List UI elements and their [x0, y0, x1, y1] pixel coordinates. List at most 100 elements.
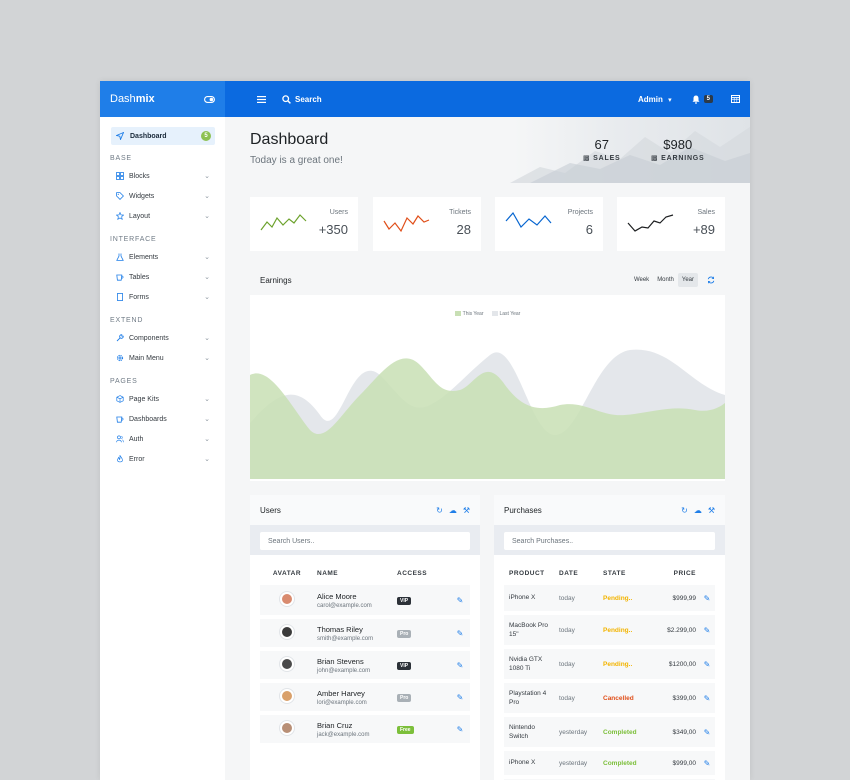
table-row[interactable]: Alice Moore carol@example.com VIP ✎	[260, 585, 470, 619]
sidebar-item-components[interactable]: Components ⌄	[100, 328, 225, 348]
tab-month[interactable]: Month	[657, 277, 674, 283]
calendar-icon[interactable]	[731, 95, 740, 103]
tag-icon	[115, 192, 124, 201]
sidebar-item-blocks[interactable]: Blocks ⌄	[100, 166, 225, 186]
sidebar-item-widgets[interactable]: Widgets ⌄	[100, 186, 225, 206]
sidebar-item-main-menu[interactable]: Main Menu ⌄	[100, 348, 225, 368]
column-header: STATE	[603, 569, 626, 577]
user-name[interactable]: Amber Harvey	[317, 688, 365, 698]
earnings-chart: This Year Last Year	[250, 295, 725, 479]
user-name[interactable]: Alice Moore	[317, 591, 357, 601]
purchases-block: Purchases ↻ ☁ ⚒ Search Purchases.. PRODU…	[494, 495, 725, 780]
edit-icon[interactable]: ✎	[456, 595, 464, 605]
search-label: Search	[295, 94, 322, 104]
edit-icon[interactable]: ✎	[703, 693, 711, 703]
column-header: AVATAR	[272, 569, 302, 577]
table-row[interactable]: Thomas Riley smith@example.com Pro ✎	[260, 617, 470, 651]
edit-icon[interactable]: ✎	[703, 727, 711, 737]
flask-icon	[115, 253, 124, 262]
top-bar: Search Admin ▾ 5	[225, 81, 750, 117]
tickets-stat-card[interactable]: Tickets 28	[373, 197, 481, 251]
purchase-price: $1200,00	[648, 647, 699, 683]
user-menu[interactable]: Admin ▾	[638, 95, 672, 104]
sidebar-item-page-kits[interactable]: Page Kits ⌄	[100, 389, 225, 409]
sidebar-item-dashboard[interactable]: Dashboard 5	[111, 127, 215, 145]
users-sparkline	[260, 214, 307, 231]
chevron-down-icon: ⌄	[204, 436, 210, 443]
stat-sales: 67 ▩ SALES	[583, 137, 621, 162]
edit-icon[interactable]: ✎	[703, 659, 711, 669]
legend-this-year[interactable]: This Year	[454, 311, 484, 317]
user-name[interactable]: Brian Stevens	[317, 656, 364, 666]
sales-stat-card[interactable]: Sales +89	[617, 197, 725, 251]
table-row[interactable]: Amber Harvey lori@example.com Pro ✎	[260, 681, 470, 715]
refresh-icon[interactable]	[707, 276, 715, 284]
cloud-download-icon[interactable]: ☁	[448, 505, 457, 515]
table-row[interactable]: iPhone X✎	[504, 777, 715, 780]
table-row[interactable]: Brian Stevens john@example.com VIP ✎	[260, 649, 470, 683]
user-name[interactable]: Brian Cruz	[317, 720, 353, 730]
navigation-icon	[116, 132, 124, 140]
menu-icon[interactable]	[257, 95, 266, 103]
brand-bar: Dashmix	[100, 81, 225, 117]
search-placeholder: Search Purchases..	[512, 537, 574, 545]
chevron-down-icon: ▾	[668, 96, 672, 104]
sidebar-item-tables[interactable]: Tables ⌄	[100, 267, 225, 287]
projects-stat-card[interactable]: Projects 6	[495, 197, 603, 251]
sidebar: Dashmix Dashboard 5 BASE Blocks ⌄ Widgets ⌄ L…	[100, 81, 225, 780]
chevron-down-icon: ⌄	[204, 173, 210, 180]
box-icon	[115, 395, 124, 404]
edit-icon[interactable]: ✎	[703, 593, 711, 603]
block-title: Purchases	[504, 505, 542, 515]
legend-last-year[interactable]: Last Year	[491, 311, 520, 317]
toggle-icon[interactable]	[204, 95, 215, 103]
edit-icon[interactable]: ✎	[456, 660, 464, 670]
sidebar-item-elements[interactable]: Elements ⌄	[100, 247, 225, 267]
table-row[interactable]: Nintendo Switch yesterday Completed $349,00…	[504, 715, 715, 751]
purchase-date: yesterday	[556, 715, 600, 751]
users-stat-card[interactable]: Users +350	[250, 197, 358, 251]
grid-icon	[115, 172, 124, 181]
purchase-price: $349,00	[648, 715, 699, 751]
table-row[interactable]: Nvidia GTX 1080 Ti today Pending.. $1200,00…	[504, 647, 715, 683]
sidebar-item-forms[interactable]: Forms ⌄	[100, 287, 225, 307]
refresh-icon[interactable]: ↻	[436, 505, 443, 515]
edit-icon[interactable]: ✎	[456, 692, 464, 702]
wrench-icon[interactable]: ⚒	[462, 505, 470, 515]
brand-logo[interactable]: Dashmix	[110, 93, 155, 105]
cloud-download-icon[interactable]: ☁	[693, 505, 702, 515]
column-header: DATE	[559, 569, 579, 577]
tab-year[interactable]: Year	[677, 273, 698, 287]
notifications-button[interactable]: 5	[692, 95, 713, 104]
sidebar-item-error[interactable]: Error ⌄	[100, 449, 225, 469]
page-subtitle: Today is a great one!	[250, 155, 343, 166]
earnings-area-chart	[250, 349, 725, 479]
product-name: iPhone X	[504, 777, 556, 780]
sidebar-item-auth[interactable]: Auth ⌄	[100, 429, 225, 449]
edit-icon[interactable]: ✎	[456, 724, 464, 734]
chevron-down-icon: ⌄	[204, 355, 210, 362]
edit-icon[interactable]: ✎	[703, 625, 711, 635]
table-row[interactable]: Playstation 4 Pro today Cancelled $399,00 ✎	[504, 681, 715, 717]
sidebar-item-dashboards[interactable]: Dashboards ⌄	[100, 409, 225, 429]
edit-icon[interactable]: ✎	[456, 628, 464, 638]
users-block: Users ↻ ☁ ⚒ Search Users.. AVATAR NAME A…	[250, 495, 480, 780]
chevron-down-icon: ⌄	[204, 396, 210, 403]
purchases-search-input[interactable]: Search Purchases..	[504, 532, 715, 550]
table-row[interactable]: MacBook Pro 15" today Pending.. $2.299,00 ✎	[504, 613, 715, 649]
purchase-date: today	[556, 681, 600, 717]
edit-icon[interactable]: ✎	[703, 758, 711, 768]
user-name[interactable]: Thomas Riley	[317, 624, 363, 634]
search-button[interactable]: Search	[282, 95, 322, 104]
access-badge: VIP	[397, 596, 412, 605]
tab-week[interactable]: Week	[633, 277, 650, 283]
sidebar-item-label: Forms	[129, 293, 149, 301]
refresh-icon[interactable]: ↻	[681, 505, 688, 515]
sidebar-item-layout[interactable]: Layout ⌄	[100, 206, 225, 226]
table-row[interactable]: Brian Cruz jack@example.com Free ✎	[260, 713, 470, 747]
wrench-icon[interactable]: ⚒	[707, 505, 715, 515]
sidebar-item-label: Widgets	[129, 192, 155, 200]
users-search-input[interactable]: Search Users..	[260, 532, 470, 550]
